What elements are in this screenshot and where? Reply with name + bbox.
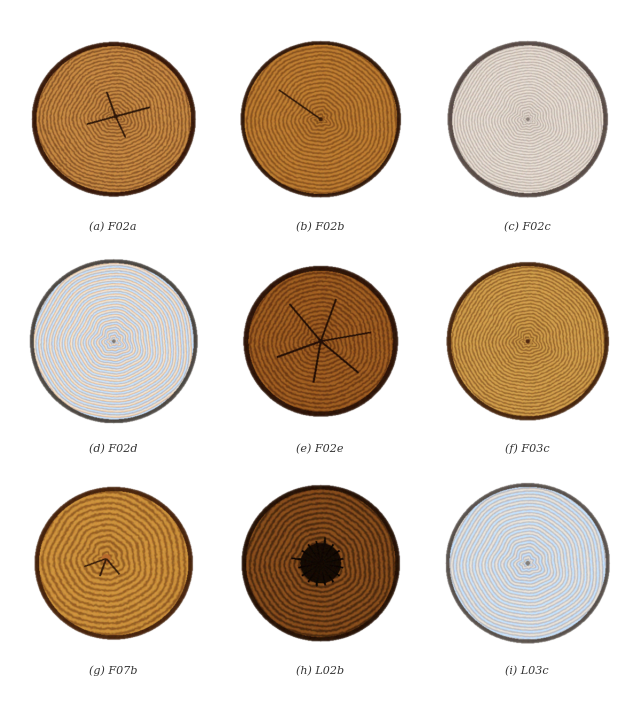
Text: (e) F02e: (e) F02e [296,444,344,455]
Text: (b) F02b: (b) F02b [296,222,344,232]
Text: (c) F02c: (c) F02c [504,222,550,232]
Text: (d) F02d: (d) F02d [89,444,138,455]
Text: (f) F03c: (f) F03c [504,444,549,455]
Text: (g) F07b: (g) F07b [89,666,138,676]
Text: (i) L03c: (i) L03c [505,666,548,676]
Text: (a) F02a: (a) F02a [90,222,137,232]
Text: (h) L02b: (h) L02b [296,666,344,676]
